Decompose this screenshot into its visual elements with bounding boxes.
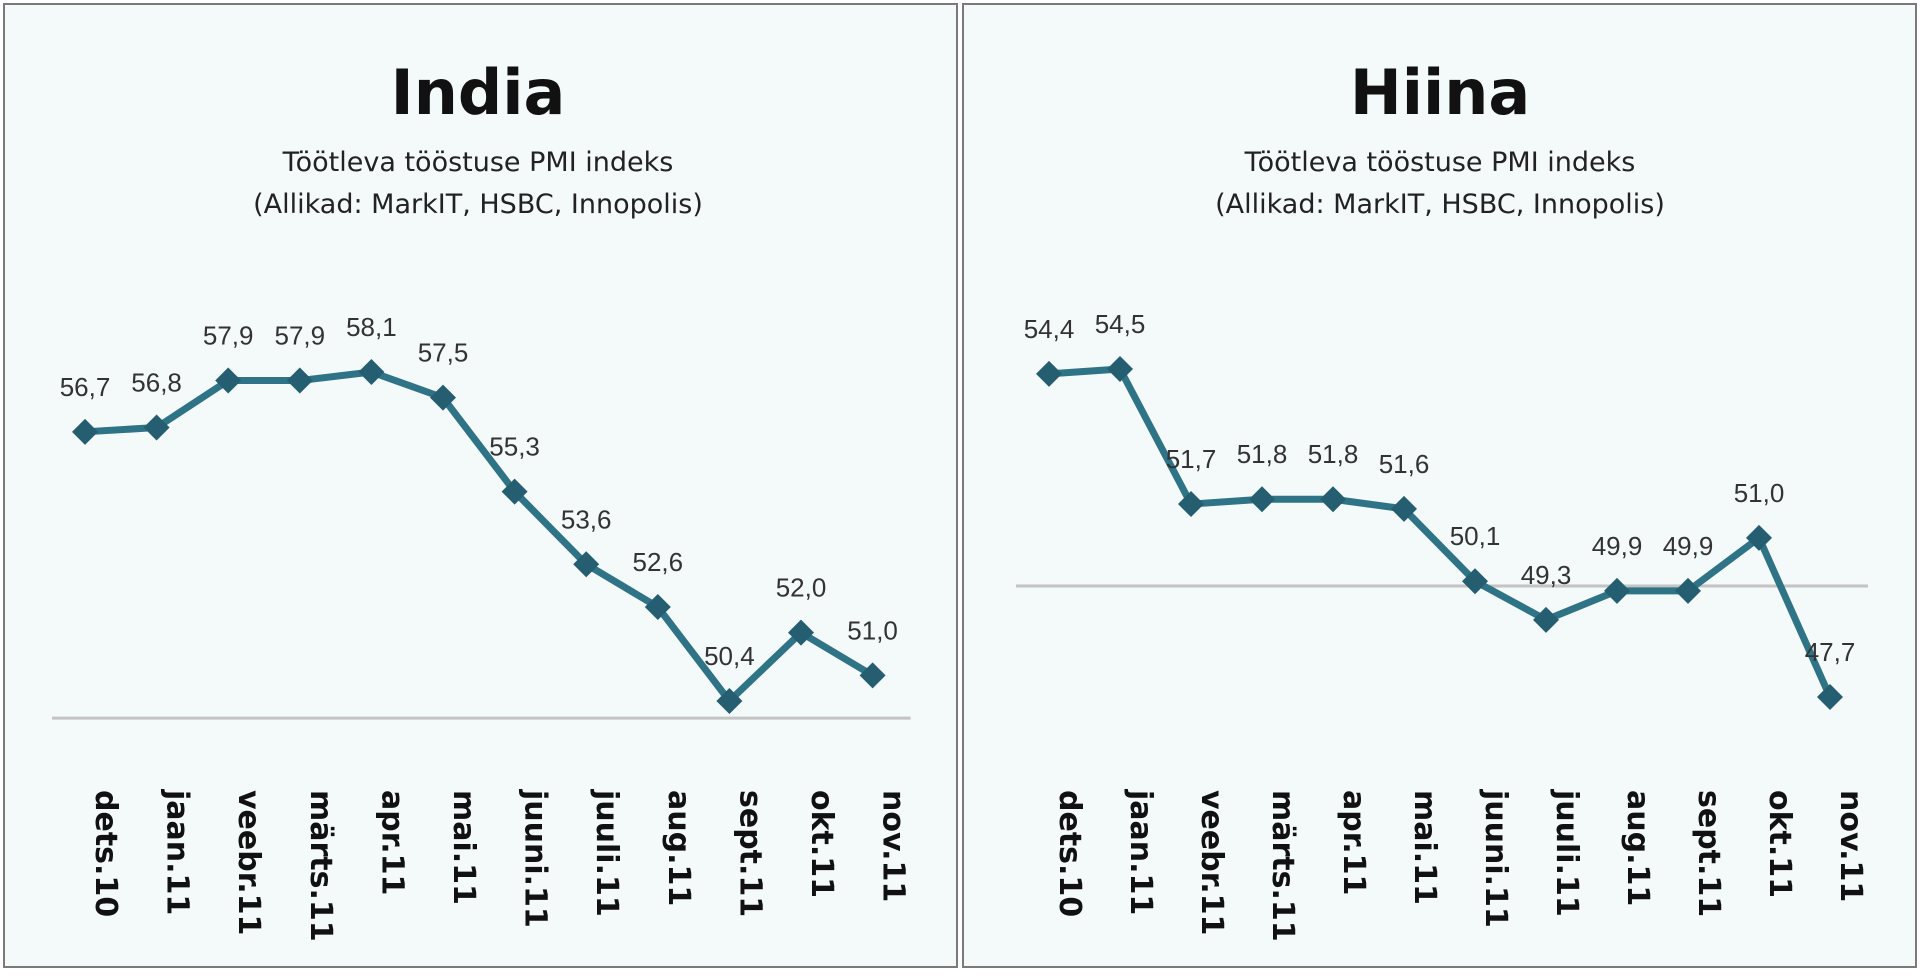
india-data-point-11 (859, 662, 886, 689)
hiina-plot-area: 54,4 dets.10 54,5 jaan.11 51,7 veebr.11 51,8 mä… (1016, 309, 1868, 942)
india-x-tick-label-4: apr.11 (374, 790, 409, 895)
hiina-x-tick-label-11: nov.11 (1833, 790, 1868, 902)
hiina-x-tick-label-9: sept.11 (1691, 790, 1726, 917)
india-x-tick-label-1: jaan.11 (160, 789, 195, 915)
hiina-x-tick-label-8: aug.11 (1620, 790, 1655, 906)
india-data-point-7 (573, 551, 600, 578)
hiina-data-point-5 (1391, 495, 1417, 522)
india-chart-title: India (391, 56, 566, 129)
india-data-label-9: 50,4 (704, 641, 755, 671)
hiina-x-tick-label-2: veebr.11 (1194, 790, 1229, 935)
india-data-point-5 (430, 384, 456, 411)
india-data-point-8 (644, 594, 671, 620)
india-chart-subtitle: Töötleva tööstuse PMI indeks (282, 147, 674, 178)
india-data-label-0: 56,7 (60, 372, 111, 402)
india-data-point-3 (286, 367, 313, 394)
hiina-data-label-3: 51,8 (1237, 439, 1288, 469)
india-x-tick-label-0: dets.10 (88, 790, 123, 917)
hiina-series-line (1045, 365, 1834, 701)
hiina-x-tick-label-1: jaan.11 (1123, 789, 1158, 915)
india-data-point-1 (143, 414, 170, 441)
india-data-label-8: 52,6 (632, 547, 683, 577)
india-data-label-7: 53,6 (561, 504, 612, 534)
hiina-data-label-0: 54,4 (1024, 314, 1075, 344)
india-x-tick-label-7: juuli.11 (589, 789, 624, 917)
india-x-tick-label-9: sept.11 (732, 790, 767, 917)
india-data-point-6 (501, 478, 528, 505)
india-x-tick-label-8: aug.11 (661, 790, 696, 906)
india-data-label-1: 56,8 (131, 368, 182, 398)
india-data-point-10 (788, 619, 814, 646)
hiina-data-point-6 (1462, 568, 1488, 595)
hiina-data-label-5: 51,6 (1379, 449, 1430, 479)
hiina-data-label-4: 51,8 (1308, 439, 1359, 469)
india-series-line (81, 368, 877, 705)
hiina-data-label-8: 49,9 (1592, 531, 1643, 561)
hiina-panel-frame (962, 3, 1917, 968)
hiina-data-label-6: 50,1 (1450, 521, 1501, 551)
india-data-label-4: 58,1 (346, 312, 397, 342)
hiina-chart-panel: Hiina Töötleva tööstuse PMI indeks (Alli… (962, 3, 1917, 968)
hiina-data-label-1: 54,5 (1095, 309, 1146, 339)
hiina-x-tick-label-6: juuni.11 (1478, 789, 1513, 928)
hiina-data-label-7: 49,3 (1521, 560, 1572, 590)
india-data-label-6: 55,3 (489, 432, 540, 462)
hiina-x-tick-label-0: dets.10 (1052, 790, 1087, 917)
hiina-data-point-4 (1320, 486, 1346, 513)
india-data-point-2 (215, 367, 242, 394)
hiina-data-point-10 (1746, 524, 1772, 551)
india-chart-panel: India Töötleva tööstuse PMI indeks (Alli… (3, 3, 958, 968)
hiina-x-tick-label-10: okt.11 (1762, 790, 1797, 898)
hiina-data-point-3 (1249, 486, 1275, 513)
india-x-tick-label-5: mai.11 (446, 790, 481, 905)
hiina-data-label-9: 49,9 (1663, 531, 1714, 561)
hiina-x-tick-label-3: märts.11 (1265, 790, 1300, 942)
hiina-data-point-0 (1036, 360, 1062, 387)
hiina-chart-source: (Allikad: MarkIT, HSBC, Innopolis) (1215, 189, 1665, 220)
hiina-data-label-11: 47,7 (1805, 637, 1856, 667)
hiina-data-point-9 (1675, 577, 1701, 604)
hiina-x-tick-label-4: apr.11 (1336, 790, 1371, 895)
hiina-data-point-8 (1604, 577, 1630, 604)
india-panel-frame (3, 3, 958, 968)
india-x-tick-label-2: veebr.11 (231, 790, 266, 935)
india-x-tick-label-10: okt.11 (804, 790, 839, 898)
india-data-label-2: 57,9 (203, 321, 254, 351)
india-data-point-4 (358, 359, 385, 385)
hiina-data-point-1 (1107, 356, 1133, 382)
india-data-point-0 (72, 418, 98, 445)
hiina-x-tick-label-5: mai.11 (1407, 790, 1442, 905)
hiina-data-label-2: 51,7 (1166, 444, 1217, 474)
india-x-tick-label-3: märts.11 (303, 790, 338, 942)
hiina-chart-title: Hiina (1350, 56, 1530, 129)
india-data-point-9 (716, 688, 743, 714)
hiina-data-point-2 (1178, 491, 1204, 518)
hiina-chart-subtitle: Töötleva tööstuse PMI indeks (1244, 147, 1636, 178)
india-chart-source: (Allikad: MarkIT, HSBC, Innopolis) (253, 189, 703, 220)
hiina-data-label-10: 51,0 (1734, 478, 1785, 508)
india-x-tick-label-6: juuni.11 (518, 789, 553, 928)
india-data-label-11: 51,0 (847, 615, 898, 645)
india-x-tick-label-11: nov.11 (876, 790, 911, 902)
india-plot-area: 56,7 dets.10 56,8 jaan.11 57,9 veebr.11 57,9 mä… (52, 312, 911, 942)
hiina-x-tick-label-7: juuli.11 (1549, 789, 1584, 917)
india-data-label-3: 57,9 (274, 321, 325, 351)
india-data-label-5: 57,5 (418, 338, 469, 368)
india-data-label-10: 52,0 (776, 573, 827, 603)
hiina-data-point-11 (1817, 684, 1843, 710)
hiina-data-point-7 (1533, 606, 1559, 633)
